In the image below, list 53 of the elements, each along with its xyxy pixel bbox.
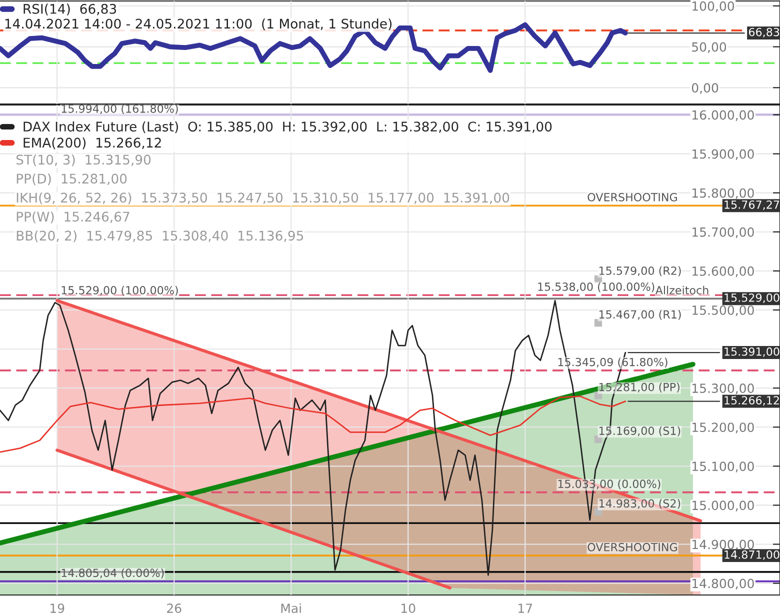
x-tick-label: 19 bbox=[50, 604, 64, 614]
x-tick-label: Mai bbox=[281, 603, 301, 614]
y-tick-label: 50,00 bbox=[692, 42, 726, 53]
point bbox=[594, 392, 602, 400]
y-tick-label: 15.600,00 bbox=[692, 266, 754, 278]
y-tick-label: 15.200,00 bbox=[692, 422, 754, 434]
x-tick-label: 10 bbox=[402, 604, 416, 614]
y-tick-label: 15.000,00 bbox=[692, 500, 754, 512]
annotation: ST(10, 3) 15.315,90 bbox=[16, 154, 151, 166]
annotation: OVERSHOOTING bbox=[588, 542, 677, 552]
annotation: 15.266,12 bbox=[724, 396, 779, 406]
annotation: PP(D) 15.281,00 bbox=[16, 173, 127, 186]
point bbox=[594, 319, 602, 327]
annotation: 15.579,00 (R2) bbox=[599, 266, 681, 276]
point bbox=[594, 435, 602, 444]
annotation: 15.767,27 bbox=[724, 200, 780, 210]
y-tick-label: 0,00 bbox=[692, 83, 718, 94]
y-tick-label: 15.100,00 bbox=[692, 462, 754, 472]
annotation: 66,83 bbox=[748, 28, 780, 38]
annotation: Allzeitoch bbox=[655, 286, 708, 294]
y-tick-label: 14.800,00 bbox=[692, 578, 754, 590]
annotation: 14.04.2021 14:00 - 24.05.2021 11:00 (1 Monat, 1 Stunde) bbox=[5, 18, 392, 30]
x-tick-label: 26 bbox=[167, 604, 182, 614]
annotation: 14.805,04 (0.00%) bbox=[62, 568, 164, 578]
annotation: IKH(9, 26, 52, 26) 15.373,50 15.247,50 15.310,50 15.177,00 15.391,00 bbox=[16, 192, 510, 204]
annotation: 15.391,00 bbox=[724, 347, 780, 357]
y-tick-label: 15.300,00 bbox=[692, 384, 754, 394]
annotation: 15.169,00 (S1) bbox=[599, 426, 680, 436]
legend-label: RSI(14) 66,83 bbox=[24, 4, 116, 16]
annotation: PP(W) 15.246,67 bbox=[16, 211, 130, 224]
annotation: OVERSHOOTING bbox=[588, 192, 677, 202]
point bbox=[594, 508, 602, 516]
annotation: 14.871,00 bbox=[724, 550, 780, 560]
x-tick-label: 17 bbox=[518, 604, 532, 613]
legend-label: DAX Index Future (Last) O: 15.385,00 H: 15.392,00 L: 15.382,00 C: 15.391,00 bbox=[24, 121, 552, 134]
annotation: 14.983,00 (S2) bbox=[599, 499, 680, 509]
y-tick-label: 14.900,00 bbox=[692, 540, 754, 550]
y-tick-label: 15.900,00 bbox=[692, 149, 754, 160]
annotation: 15.529,00 (100.00%) bbox=[62, 286, 178, 296]
y-tick-label: 15.700,00 bbox=[692, 227, 754, 238]
annotation: 15.467,00 (R1) bbox=[599, 310, 681, 320]
annotation: 15.345,09 (61.80%) bbox=[558, 358, 668, 368]
y-tick-label: 15.800,00 bbox=[692, 188, 754, 200]
annotation: 15.529,00 bbox=[724, 293, 780, 304]
annotation: BB(20, 2) 15.479,85 15.308,40 15.136,95 bbox=[16, 230, 304, 242]
y-tick-label: 15.500,00 bbox=[692, 305, 754, 316]
y-tick-label: 16.000,00 bbox=[692, 110, 754, 121]
annotation: 15.994,00 (161.80%) bbox=[62, 104, 178, 114]
y-tick-label: 100,00 bbox=[692, 1, 734, 12]
annotation: 15.538,00 (100.00%) bbox=[538, 282, 654, 292]
annotation: 15.033,00 (0.00%) bbox=[558, 479, 660, 490]
legend-label: EMA(200) 15.266,12 bbox=[24, 137, 161, 150]
annotation: 15.281,00 (PP) bbox=[599, 382, 680, 393]
